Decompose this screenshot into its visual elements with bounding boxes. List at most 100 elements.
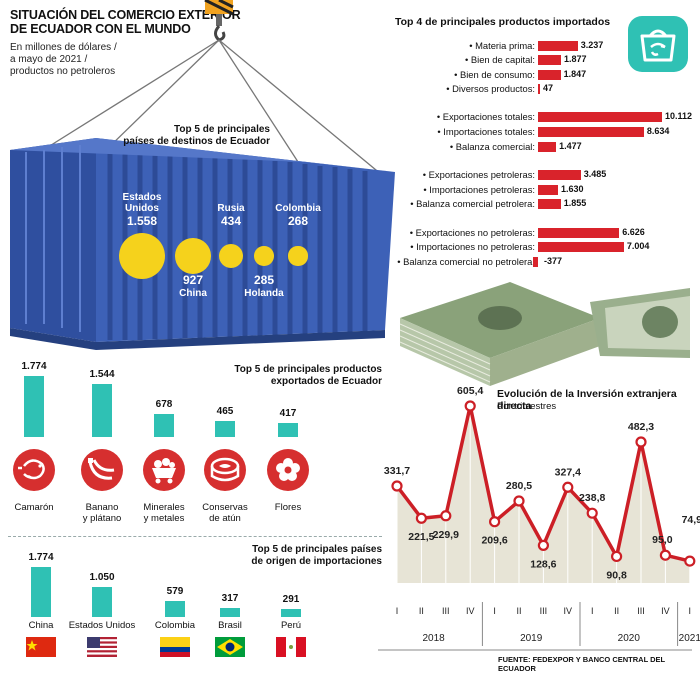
colombia-flag-icon <box>160 637 190 657</box>
origin-value-1: 1.774 <box>28 552 54 563</box>
import-bar-7 <box>538 142 557 152</box>
imports-bar-chart: • Materia prima: 3.237 • Bien de capital: 1… <box>0 0 700 280</box>
imports-chart-title: Top 4 de principales productos importado… <box>395 16 611 28</box>
fdi-point-13 <box>684 555 696 567</box>
import-bar-11 <box>538 228 620 238</box>
export-bar-2 <box>92 383 112 437</box>
title-line-2: DE ECUADOR CON EL MUNDO <box>10 22 191 36</box>
fdi-quarter-label-2: II <box>419 606 424 616</box>
export-bar-5 <box>278 422 298 437</box>
fdi-value-label-11: 482,3 <box>628 421 654 433</box>
origin-value-5: 291 <box>282 593 300 605</box>
app-logo <box>628 16 688 72</box>
fdi-quarter-label-4: IV <box>466 606 475 616</box>
bubble-value: 1.558 <box>126 214 158 228</box>
divider <box>8 536 382 537</box>
fdi-point-5 <box>488 516 501 528</box>
export-label-5: Flores <box>253 502 323 513</box>
import-bar-8 <box>538 170 581 180</box>
fdi-point-10 <box>611 550 623 563</box>
exports-title-line-2: exportados de Ecuador <box>270 376 382 387</box>
import-label-13: • Balanza comercial no petrolera: <box>397 256 535 267</box>
bubble-label-4: 285 Holanda <box>224 273 304 299</box>
export-label-4: Conservas de atún <box>190 502 260 524</box>
bubble-label-2: 927 China <box>153 273 233 299</box>
import-value-11: 6.626 <box>622 227 645 237</box>
export-label-line: Camarón <box>14 502 54 513</box>
export-label-1: Camarón <box>0 502 69 513</box>
origin-label-3: Colombia <box>154 620 196 631</box>
fdi-quarter-label-13: I <box>689 606 692 616</box>
import-bar-4 <box>538 84 540 94</box>
import-bar-5 <box>538 112 662 122</box>
fdi-point-2 <box>415 512 428 524</box>
fdi-value-label-1: 331,7 <box>384 465 410 477</box>
import-bar-3 <box>538 70 561 80</box>
fdi-year-label-2: 2019 <box>520 633 543 644</box>
fdi-quarter-label-3: III <box>442 606 450 616</box>
bubble-title-line-1: Top 5 de principales <box>174 124 270 135</box>
page-title: SITUACIÓN DEL COMERCIO EXTERIOR DE ECUAD… <box>10 8 241 36</box>
brazil-flag-icon <box>215 637 245 657</box>
import-label-3: • Bien de consumo: <box>454 69 535 80</box>
import-value-9: 1.630 <box>560 184 584 194</box>
bubble-country: Estados <box>122 192 162 203</box>
usa-flag-icon <box>87 637 117 657</box>
fdi-value-label-6: 280,5 <box>506 480 532 492</box>
origin-label-2: Estados Unidos <box>68 620 136 631</box>
export-value-5: 417 <box>279 407 297 419</box>
peru-flag-icon <box>276 637 306 657</box>
banknotes-icon <box>399 282 690 386</box>
fdi-quarter-label-10: II <box>614 606 619 616</box>
bubble-label-3: Rusia 434 <box>191 203 271 229</box>
bubble-5 <box>288 246 308 266</box>
import-bar-9 <box>538 185 558 195</box>
fdi-point-9 <box>586 507 598 519</box>
import-bar-2 <box>538 55 562 65</box>
origin-bar-5 <box>281 608 301 617</box>
export-bar-1 <box>24 376 44 437</box>
fdi-value-label-2: 221,5 <box>408 531 434 543</box>
import-label-9: • Importaciones petroleras: <box>423 184 535 195</box>
export-bar-4 <box>215 421 235 437</box>
export-label-line: Flores <box>274 502 302 513</box>
fdi-value-label-7: 128,6 <box>530 558 556 570</box>
origin-value-2: 1.050 <box>89 572 115 584</box>
origin-value-4: 317 <box>221 593 239 605</box>
fdi-value-label-5: 209,6 <box>481 535 507 547</box>
import-value-3: 1.847 <box>563 69 587 79</box>
shipping-container <box>10 138 395 350</box>
import-label-6: • Importaciones totales: <box>437 126 535 137</box>
import-label-12: • Importaciones no petroleras: <box>410 241 535 252</box>
origin-label-4: Brasil <box>218 620 242 631</box>
fdi-value-label-3: 229,9 <box>433 529 459 541</box>
fdi-quarter-label-9: I <box>591 606 594 616</box>
import-bar-12 <box>538 242 624 252</box>
bubble-value: 285 <box>253 273 275 287</box>
fdi-point-11 <box>635 436 647 448</box>
fdi-point-3 <box>440 510 452 522</box>
fdi-value-label-12: 95,0 <box>652 534 673 546</box>
page-subtitle: En millones de dólares / a mayo de 2021 … <box>10 42 117 78</box>
bubble-chart-title: Top 5 de principales países de destinos … <box>110 124 270 148</box>
bubble-3 <box>218 243 244 269</box>
import-value-8: 3.485 <box>583 169 607 179</box>
import-label-10: • Balanza comercial petrolera: <box>410 198 535 209</box>
import-bar-1 <box>538 41 578 51</box>
subtitle-line-1: En millones de dólares / <box>10 42 117 53</box>
fdi-point-6 <box>513 495 525 507</box>
bubble-2 <box>175 238 211 274</box>
import-value-10: 1.855 <box>563 198 587 208</box>
fdi-value-label-8: 327,4 <box>555 466 581 478</box>
bubble-country: Colombia <box>275 203 321 214</box>
fdi-quarter-label-6: II <box>516 606 521 616</box>
fdi-chart-title: Evolución de la Inversión extranjera dir… <box>497 388 677 412</box>
import-bar-13 <box>533 257 538 267</box>
bag-logo-icon <box>640 29 676 62</box>
import-value-1: 3.237 <box>580 40 604 50</box>
origin-bar-3 <box>165 600 185 617</box>
mining-cart-icon <box>143 449 185 491</box>
export-label-2: Banano y plátano <box>67 502 137 524</box>
money-stack-illustration <box>399 282 690 386</box>
